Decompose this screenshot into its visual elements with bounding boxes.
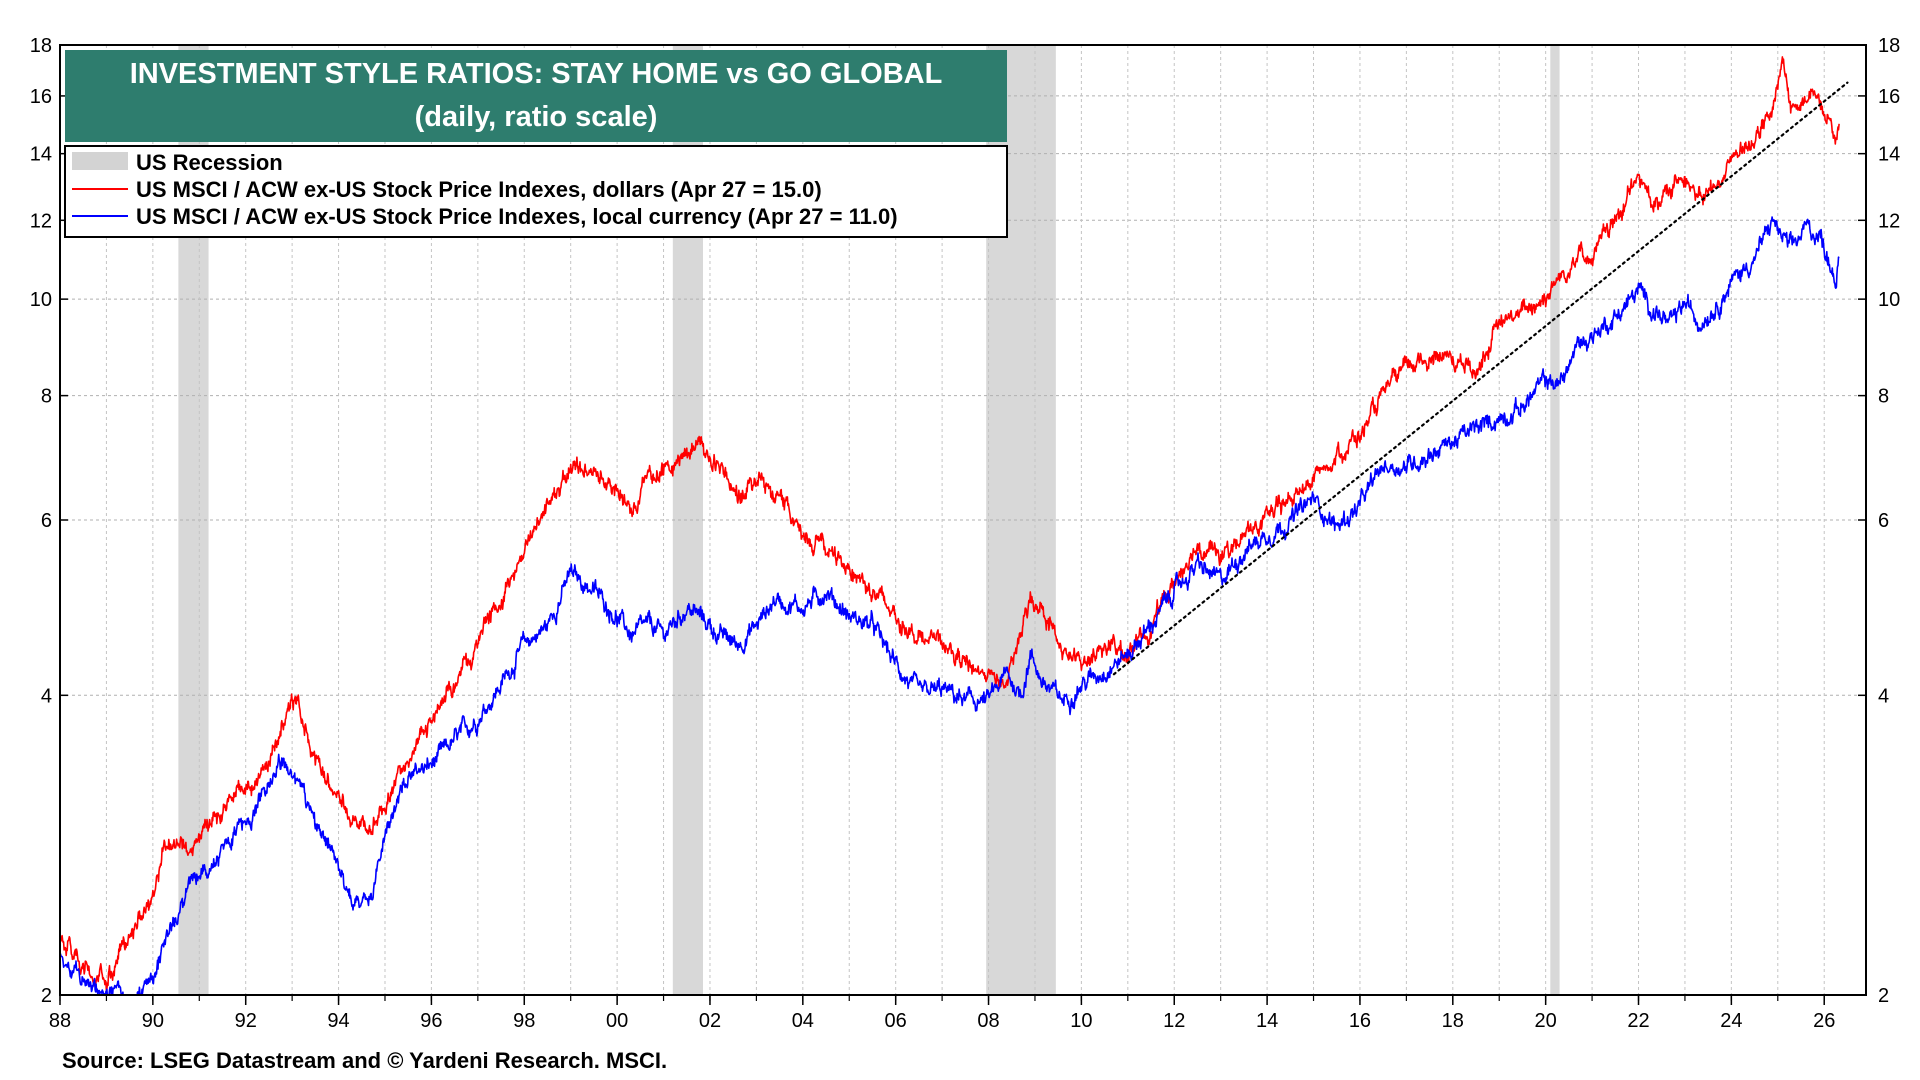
y-tick-label-right-5: 12: [1878, 210, 1900, 232]
x-tick-label-2: 92: [235, 1010, 257, 1032]
x-tick-label-3: 94: [327, 1010, 349, 1032]
title-box: INVESTMENT STYLE RATIOS: STAY HOME vs GO…: [65, 50, 1007, 142]
x-tick-label-16: 20: [1535, 1010, 1557, 1032]
y-tick-label-right-8: 18: [1878, 35, 1900, 57]
legend-label-dollars: US MSCI / ACW ex-US Stock Price Indexes,…: [136, 177, 822, 202]
y-tick-label-left-7: 16: [30, 86, 52, 108]
source-note: Source: LSEG Datastream and © Yardeni Re…: [62, 1048, 667, 1073]
y-tick-label-right-3: 8: [1878, 386, 1889, 408]
x-tick-label-5: 98: [513, 1010, 535, 1032]
y-tick-label-left-0: 2: [41, 985, 52, 1007]
y-tick-label-left-8: 18: [30, 35, 52, 57]
x-tick-label-0: 88: [49, 1010, 71, 1032]
legend: US Recession US MSCI / ACW ex-US Stock P…: [64, 145, 1008, 238]
x-tick-label-9: 06: [885, 1010, 907, 1032]
x-tick-label-13: 14: [1256, 1010, 1278, 1032]
y-tick-label-left-2: 6: [41, 510, 52, 532]
legend-label-local: US MSCI / ACW ex-US Stock Price Indexes,…: [136, 204, 898, 229]
y-tick-label-left-4: 10: [30, 289, 52, 311]
y-tick-label-right-4: 10: [1878, 289, 1900, 311]
x-tick-label-10: 08: [977, 1010, 999, 1032]
x-tick-label-4: 96: [420, 1010, 442, 1032]
legend-swatch-recession: [72, 152, 128, 170]
y-tick-label-right-2: 6: [1878, 510, 1889, 532]
x-tick-label-8: 04: [792, 1010, 814, 1032]
x-tick-label-6: 00: [606, 1010, 628, 1032]
x-tick-label-19: 26: [1813, 1010, 1835, 1032]
x-tick-label-18: 24: [1720, 1010, 1742, 1032]
y-tick-label-right-1: 4: [1878, 685, 1889, 707]
y-tick-label-right-0: 2: [1878, 985, 1889, 1007]
y-tick-label-left-6: 14: [30, 144, 52, 166]
series-line-dollars: [60, 56, 1840, 992]
x-tick-label-14: 16: [1349, 1010, 1371, 1032]
y-tick-label-left-5: 12: [30, 210, 52, 232]
series-line-local-currency: [60, 216, 1840, 995]
x-tick-label-7: 02: [699, 1010, 721, 1032]
y-tick-label-right-7: 16: [1878, 86, 1900, 108]
x-tick-label-11: 10: [1070, 1010, 1092, 1032]
trendline-0: [1112, 81, 1849, 676]
chart-title: INVESTMENT STYLE RATIOS: STAY HOME vs GO…: [130, 58, 943, 90]
x-tick-label-17: 22: [1627, 1010, 1649, 1032]
chart-subtitle: (daily, ratio scale): [415, 101, 658, 133]
legend-label-recession: US Recession: [136, 150, 283, 175]
x-tick-label-1: 90: [142, 1010, 164, 1032]
x-tick-label-12: 12: [1163, 1010, 1185, 1032]
y-tick-label-left-3: 8: [41, 386, 52, 408]
y-tick-label-right-6: 14: [1878, 144, 1900, 166]
x-tick-label-15: 18: [1442, 1010, 1464, 1032]
y-tick-label-left-1: 4: [41, 685, 52, 707]
